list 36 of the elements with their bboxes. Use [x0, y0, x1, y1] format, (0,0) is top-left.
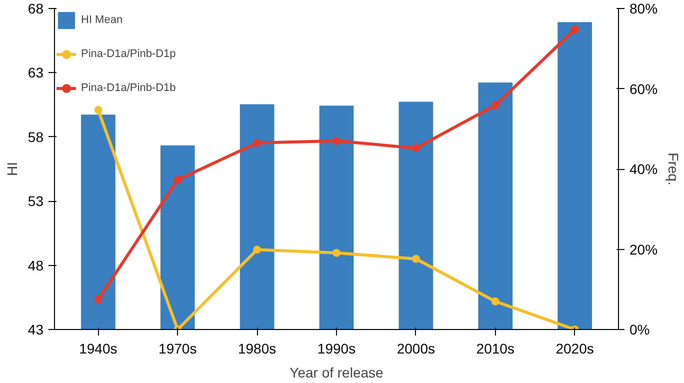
- x-axis-title: Year of release: [290, 364, 384, 380]
- point: [491, 101, 500, 110]
- x-tick-label: 1980s: [238, 340, 276, 356]
- x-tick-label: 2020s: [556, 340, 594, 356]
- legend-label: HI Mean: [81, 14, 123, 26]
- y-tick-label: 63: [28, 64, 44, 81]
- point: [412, 254, 420, 263]
- y2-tick-label: 20%: [630, 241, 658, 258]
- y-axis-title: HI: [4, 162, 20, 176]
- point: [332, 248, 340, 257]
- x-tick-label: 2010s: [476, 340, 514, 356]
- y-tick-label: 58: [28, 128, 44, 145]
- y-tick-label: 53: [28, 193, 44, 210]
- point: [253, 246, 262, 254]
- point: [174, 176, 182, 184]
- y-tick-label: 48: [28, 257, 44, 274]
- point: [412, 144, 420, 152]
- y2-tick-label: 60%: [630, 80, 658, 97]
- x-tick-label: 1940s: [79, 340, 118, 356]
- y2-tick-label: 0%: [630, 322, 650, 338]
- y-tick-label: 43: [28, 322, 44, 338]
- point: [94, 106, 102, 114]
- y2-tick-label: 40%: [630, 161, 658, 177]
- point: [570, 25, 579, 34]
- point: [332, 136, 340, 145]
- point: [94, 295, 102, 304]
- point: [253, 138, 262, 147]
- point: [491, 297, 500, 306]
- y2-axis-title: Freq.: [666, 152, 682, 186]
- legend-label: Pina-D1a/Pinb-D1b: [81, 82, 176, 94]
- legend-label: Pina-D1a/Pinb-D1p: [81, 48, 176, 60]
- y-tick-label: 68: [28, 0, 44, 16]
- x-tick-label: 2000s: [396, 340, 436, 356]
- y2-tick-label: 80%: [630, 0, 658, 16]
- x-tick-label: 1970s: [158, 340, 197, 356]
- x-tick-label: 1990s: [317, 340, 356, 356]
